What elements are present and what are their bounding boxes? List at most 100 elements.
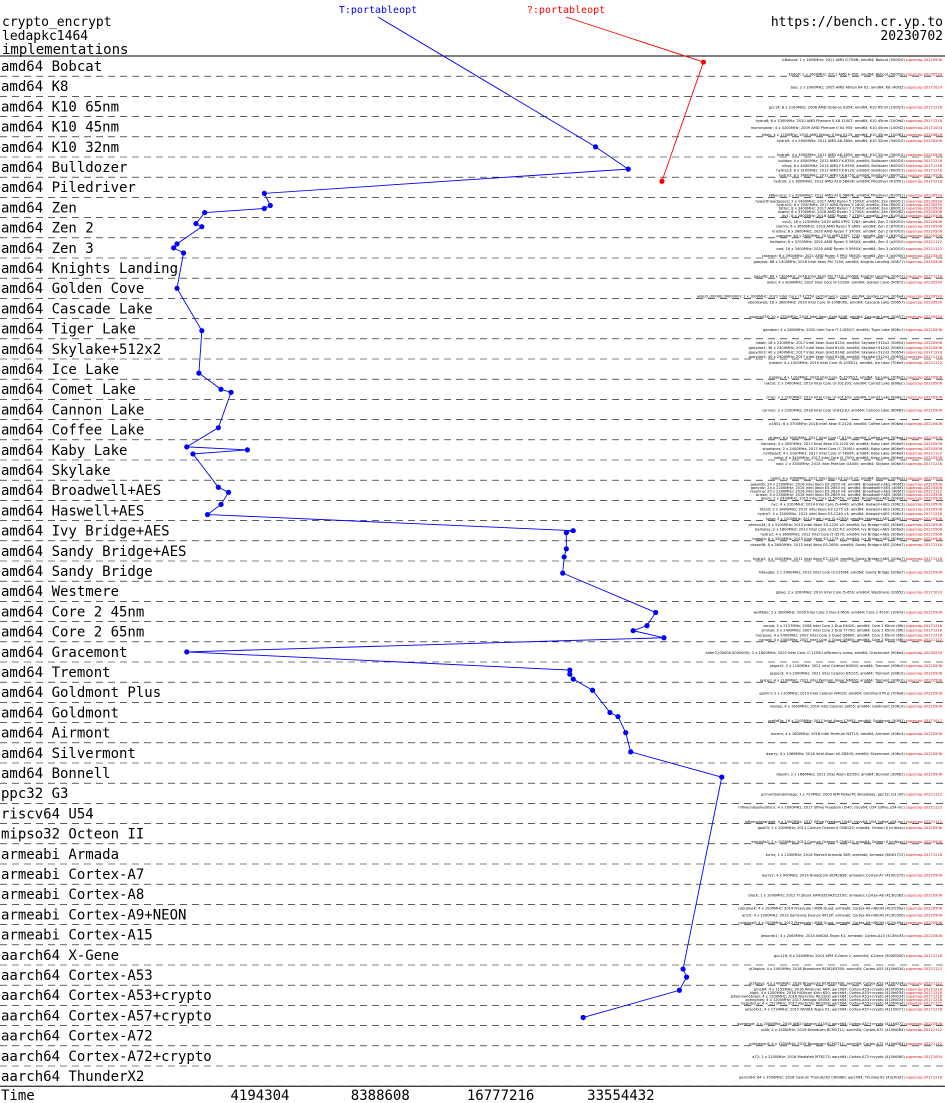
row-label: amd64 Gracemont [1, 645, 127, 661]
machine-desc: jasper3; 4 x 2000MHz; 2021 Intel Celeron… [769, 671, 906, 675]
supercop-version: supercop-20230530 [906, 203, 943, 207]
supercop-version: supercop-20220506 [906, 493, 943, 497]
machine-desc: ravenna; 20 x 2200MHz; 2016 Intel Xeon E… [750, 490, 906, 494]
machine-note: gaeylsb; 68 x 1300MHz; 2016 Intel Xeon P… [753, 260, 942, 264]
machine-desc: cfriday; 6 x 3000MHz; 2017 Intel Core i7… [768, 436, 906, 440]
supercop-version: supercop-20221122 [906, 981, 942, 985]
machine-desc: rowen; 8 x 3700MHz; 2018 AMD Ryzen 7 270… [778, 210, 906, 214]
supercop-version: supercop-20171218 [906, 159, 943, 163]
supercop-version: supercop-20171218 [906, 179, 943, 183]
machine-note: gcc14; 8 x 2100MHz; 2008 AMD Opteron 835… [769, 106, 943, 110]
machine-desc: nxnast; 4 x 2400MHz; 2007 Intel Core 2 Q… [759, 638, 906, 642]
machine-desc: nvidiaoeli; 4 x 1000MHz; 2012 Freescale … [739, 921, 906, 925]
machine-note: cdeaz06; 8 x 2600MHz; 2013 Intel Xeon E5… [750, 543, 943, 547]
supercop-version: supercop-20220506 [906, 173, 943, 177]
supercop-version: supercop-20220506 [906, 934, 943, 938]
data-point [199, 328, 205, 334]
machine-note: gemini; 2 x 1100MHz; 2019 Intel Celeron … [759, 692, 942, 696]
machine-desc: bBobcat; 2 x 1600MHz; 2011 AMD G-T56N; a… [782, 58, 906, 62]
data-point [630, 628, 636, 634]
supercop-version: supercop-20220506 [906, 207, 943, 211]
machine-note: k8bouncy; 2 x 2000MHz; 2012 AMD A10-5800… [769, 194, 943, 198]
row-label: amd64 Ice Lake [1, 362, 119, 378]
data-point [261, 205, 267, 212]
machine-desc: goo03; 2 x 1000MHz; 2011 Cavium Octeon I… [758, 826, 906, 830]
supercop-version: supercop-20220506 [906, 409, 943, 413]
data-point [659, 178, 665, 184]
source-link[interactable]: https://bench.cr.yp.to [770, 15, 943, 30]
series-label: ?:portableopt [527, 5, 605, 16]
supercop-version: supercop-20230530 [906, 280, 943, 284]
machine-desc: pi4b; 4 x 1500MHz; 2019 Broadcom BCM2711… [761, 1028, 906, 1032]
machine-note: gaeydm4; 36 x 2300MHz; 2017 Intel Xeon G… [749, 346, 943, 350]
machine-note: hydra3; 8 x 3600MHz; 2012 AMD FX-8150; a… [779, 173, 943, 177]
supercop-version: supercop-20220506 [906, 139, 943, 143]
machine-desc: hydra3; 8 x 3600MHz; 2012 AMD FX-8150; a… [779, 173, 906, 177]
row-label: armeabi Cortex-A9+NEON [1, 907, 186, 923]
row-label: amd64 K10 65nm [1, 99, 119, 115]
data-point [567, 671, 573, 677]
machine-desc: boo; 2 x 2000MHz; 2005 AMD Athlon 64 X2;… [791, 86, 906, 90]
row-label: mipso32 Octeon II [1, 827, 144, 843]
machine-desc: icelake; 4 x 1000MHz; 2019 Intel Core i5… [769, 361, 906, 365]
machine-note: pcmumbarabinsage; 1 x 729MHz; 2003 IBM P… [761, 793, 942, 797]
x-tick-label: 8388608 [351, 1088, 410, 1103]
machine-note: jasper; 4 x 1100MHz; 2021 Intel Pentium … [759, 678, 943, 682]
machine-note: jubal; 2 x 1500MHz; 2014 Intel Core i5-4… [765, 517, 943, 521]
supercop-version: supercop-20171218 [906, 853, 943, 857]
supercop-version: supercop-20221122 [906, 240, 942, 244]
supercop-version: supercop-20220506 [906, 528, 943, 532]
x-axis: Time 4194304 8388608 16777216 33554432 [0, 1085, 945, 1103]
machine-note: morningstar; 4 x 3200MHz; 2009 AMD Pheno… [751, 126, 943, 130]
machine-desc: bitter; 8 x 3400MHz; 2017 AMD Ryzen 7 17… [779, 207, 906, 211]
row-label: amd64 Skylake+512x2 [1, 342, 161, 358]
machine-note: kb400; 2 x 1600MHz; 2011 AMD E-450; amd6… [789, 72, 943, 76]
machine-desc: dsarry; 4 x 1466MHz; 2016 Intel Atom x5-… [766, 752, 906, 756]
machine-note: hyperthreadqueen; 2 x 2400MHz; 2017 AMD … [756, 200, 943, 204]
machine-desc: excem; 4 x 1600MHz; 2016 Intel Pentium N… [771, 732, 906, 736]
machine-note: doom; 2 x 2400MHz; 2015 Intel Core i3-50… [761, 497, 943, 501]
machine-desc: k8bouncy; 2 x 2000MHz; 2012 AMD A10-5800… [769, 194, 906, 198]
machine-desc: doom; 2 x 2400MHz; 2015 Intel Core i3-50… [761, 497, 906, 501]
data-point [228, 389, 234, 395]
machine-desc: shoelaces; 2 x 2400MHz; 2017 Intel Core … [763, 447, 906, 451]
data-point [204, 511, 211, 518]
supercop-version: supercop-20220506 [906, 341, 943, 345]
machine-desc: nasl; 2 x 3300MHz; 2015 Intel Pentium G4… [776, 462, 906, 466]
machine-note: ahrenu34; 4 x 3100MHz; 2013 Intel Xeon E… [748, 523, 942, 527]
row-label: amd64 Cascade Lake [1, 301, 153, 317]
machine-desc: cmer; 2 x 2100MHz; 2019 Intel Core i3-10… [766, 396, 906, 400]
machine-note: turris; 1 x 1330MHz; 2016 Marvell Armada… [766, 853, 943, 857]
machine-desc: jasper2; 2 x 1100MHz; 2021 Intel Celeron… [769, 664, 906, 668]
machine-desc: merguse; 4 x 2400MHz; 2007 Intel Core 2 … [755, 633, 905, 637]
machine-desc: jetsontk1; 4 x 2065MHz; 2014 NVIDIA Tegr… [760, 934, 906, 938]
data-point [225, 489, 232, 495]
supercop-version: supercop-20171218 [906, 106, 943, 110]
machine-desc: wolfdale; 2 x 3000MHz; 2009 Intel Core 2… [754, 611, 906, 615]
row-label: amd64 K10 32nm [1, 140, 119, 156]
machine-note: ravenna; 20 x 2200MHz; 2016 Intel Xeon E… [750, 490, 942, 494]
supercop-version: supercop-20220506 [906, 840, 943, 844]
machine-note: cou1; 16 x 2250MHz; 2019 AMD EPYC 7282; … [782, 220, 942, 224]
machine-note: cobuslack; 4 x 1000MHz; 2014 Freescale i… [738, 907, 943, 911]
data-point [684, 974, 690, 980]
supercop-version: supercop-20220506 [906, 914, 943, 918]
supercop-version: supercop-20171004 [906, 1055, 943, 1059]
machine-note: hydra13; 8 x 3100MHz; 2012 AMD FX-8120; … [776, 169, 942, 173]
machine-desc: nvidiaoeli; 4 x 3100MHz; 2017 Intel Core… [763, 451, 906, 455]
machine-desc: cataract; 6 x 3900MHz; 2021 AMD Ryzen 5 … [762, 254, 906, 258]
supercop-version: supercop-20220506 [906, 523, 943, 527]
supercop-version: supercop-20171218 [906, 1075, 943, 1079]
supercop-version: supercop-20230530 [906, 295, 943, 299]
primitive-name: crypto_encrypt [2, 15, 112, 30]
machine-note: boo; 2 x 2000MHz; 2005 AMD Athlon 64 X2;… [791, 86, 943, 90]
machine-desc: hydra9; 2 x 3600MHz; 2012 AMD A10-5800K;… [774, 179, 906, 183]
machine-note: cfriday; 6 x 3000MHz; 2017 Intel Core i7… [768, 436, 943, 440]
series-label: T:portableopt [339, 5, 417, 16]
machine-note: gaeyltb; 64 x 1300MHz; 2016 Intel Xeon P… [754, 274, 943, 278]
scheme-name: ledapkc1464 [2, 29, 89, 44]
machine-desc: p1601; 6 x 3700MHz; 2018 Intel Xeon E-21… [769, 422, 906, 426]
data-point [615, 713, 621, 720]
data-point [171, 245, 177, 251]
supercop-version: supercop-20220506 [906, 503, 943, 507]
